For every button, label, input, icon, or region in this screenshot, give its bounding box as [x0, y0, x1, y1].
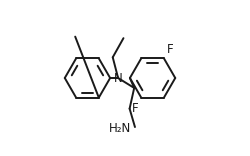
- Text: F: F: [132, 102, 138, 115]
- Text: F: F: [167, 43, 174, 56]
- Text: H₂N: H₂N: [109, 122, 131, 135]
- Text: N: N: [114, 71, 122, 85]
